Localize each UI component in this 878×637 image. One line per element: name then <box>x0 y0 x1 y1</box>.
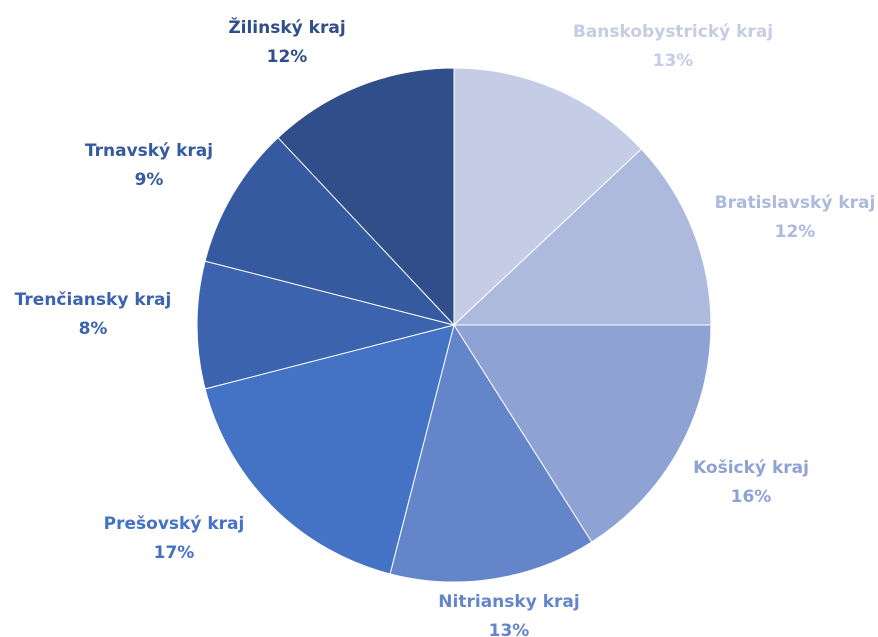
pie-slice <box>453 67 643 327</box>
slice-label: Trenčiansky kraj <box>15 290 172 310</box>
slice-label: Banskobystrický kraj <box>573 22 773 42</box>
slice-label: Trnavský kraj <box>85 141 213 161</box>
slice-value-label: 9% <box>135 170 164 190</box>
slice-label: Nitriansky kraj <box>438 592 579 612</box>
pie-slice <box>452 148 712 326</box>
pie-slice <box>453 324 712 543</box>
pie-slice <box>204 324 455 575</box>
slice-label: Bratislavský kraj <box>715 193 876 213</box>
pie-slice <box>389 323 593 583</box>
slice-value-label: 12% <box>267 47 308 67</box>
slice-label: Prešovský kraj <box>104 514 245 534</box>
slice-value-label: 17% <box>154 543 195 563</box>
slice-value-label: 8% <box>79 319 108 339</box>
slice-value-label: 13% <box>489 621 530 637</box>
slice-value-label: 16% <box>731 487 772 507</box>
pie-slice <box>204 136 456 326</box>
pie-slice <box>277 67 455 327</box>
slice-label: Košický kraj <box>693 458 809 478</box>
pie-slice <box>196 260 455 390</box>
slice-label: Žilinský kraj <box>228 16 345 38</box>
slice-value-label: 12% <box>775 222 816 242</box>
slice-value-label: 13% <box>653 51 694 71</box>
